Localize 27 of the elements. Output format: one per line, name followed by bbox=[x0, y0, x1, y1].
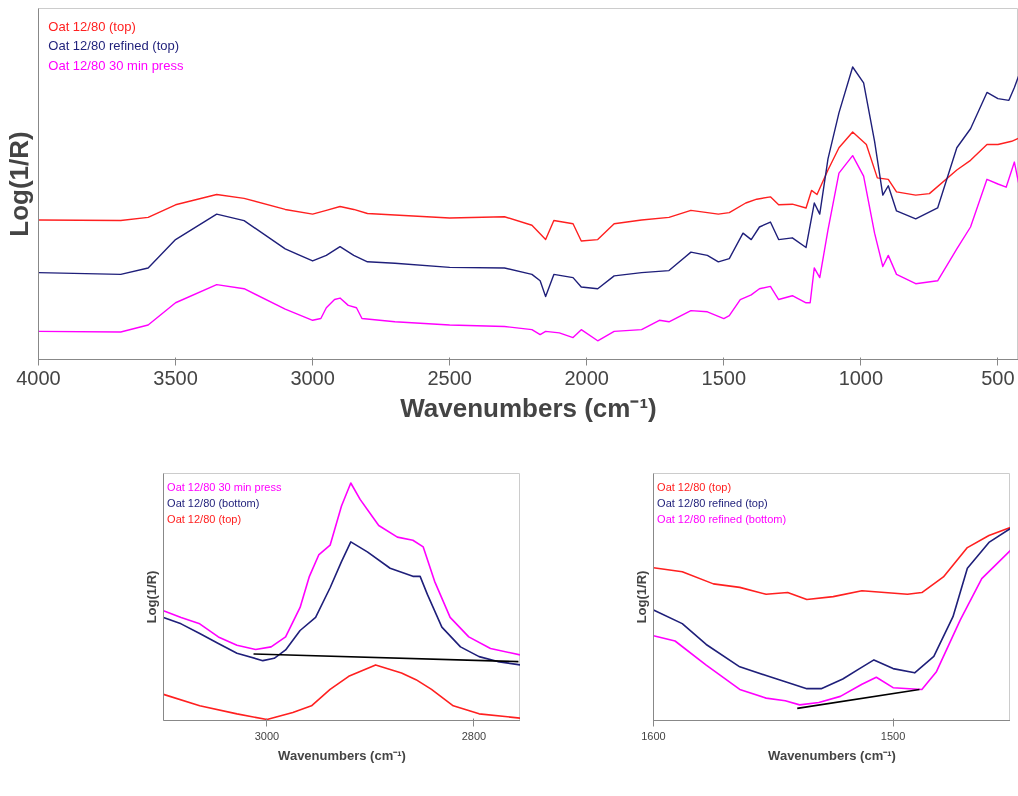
x-tick-label: 1500 bbox=[880, 729, 906, 742]
x-tick-label: 3000 bbox=[290, 366, 335, 389]
x-tick-label: 2000 bbox=[564, 366, 610, 389]
text: Oat 12/80 refined (top) bbox=[657, 496, 768, 509]
text: Oat 12/80 refined (bottom) bbox=[657, 513, 787, 526]
x-axis-title: Wavenumbers (cm⁻¹) bbox=[278, 747, 406, 763]
text: Oat 12/80 30 min press bbox=[48, 57, 184, 73]
text: Oat 12/80 refined (top) bbox=[48, 38, 180, 54]
text: Oat 12/80 (bottom) bbox=[167, 496, 260, 509]
text: Oat 12/80 (top) bbox=[167, 513, 242, 526]
x-tick-label: 2800 bbox=[461, 729, 487, 742]
x-tick-label: 4000 bbox=[16, 366, 61, 389]
x-tick-label: 1500 bbox=[701, 366, 747, 389]
text: Oat 12/80 (top) bbox=[48, 19, 136, 35]
x-tick-label: 500 bbox=[981, 366, 1015, 389]
text: Oat 12/80 30 min press bbox=[167, 480, 282, 493]
y-axis-title: Log(1/R) bbox=[3, 131, 34, 237]
y-axis-title: Log(1/R) bbox=[633, 570, 649, 624]
x-tick-label: 3000 bbox=[254, 729, 280, 742]
x-axis-title: Wavenumbers (cm⁻¹) bbox=[768, 747, 896, 763]
y-axis-title: Log(1/R) bbox=[143, 570, 159, 624]
text: Oat 12/80 (top) bbox=[657, 480, 732, 493]
x-tick-label: 3500 bbox=[153, 366, 198, 389]
x-tick-label: 1600 bbox=[641, 729, 666, 742]
x-tick-label: 2500 bbox=[427, 366, 472, 389]
x-axis-title: Wavenumbers (cm⁻¹) bbox=[400, 392, 657, 423]
x-tick-label: 1000 bbox=[838, 366, 884, 389]
